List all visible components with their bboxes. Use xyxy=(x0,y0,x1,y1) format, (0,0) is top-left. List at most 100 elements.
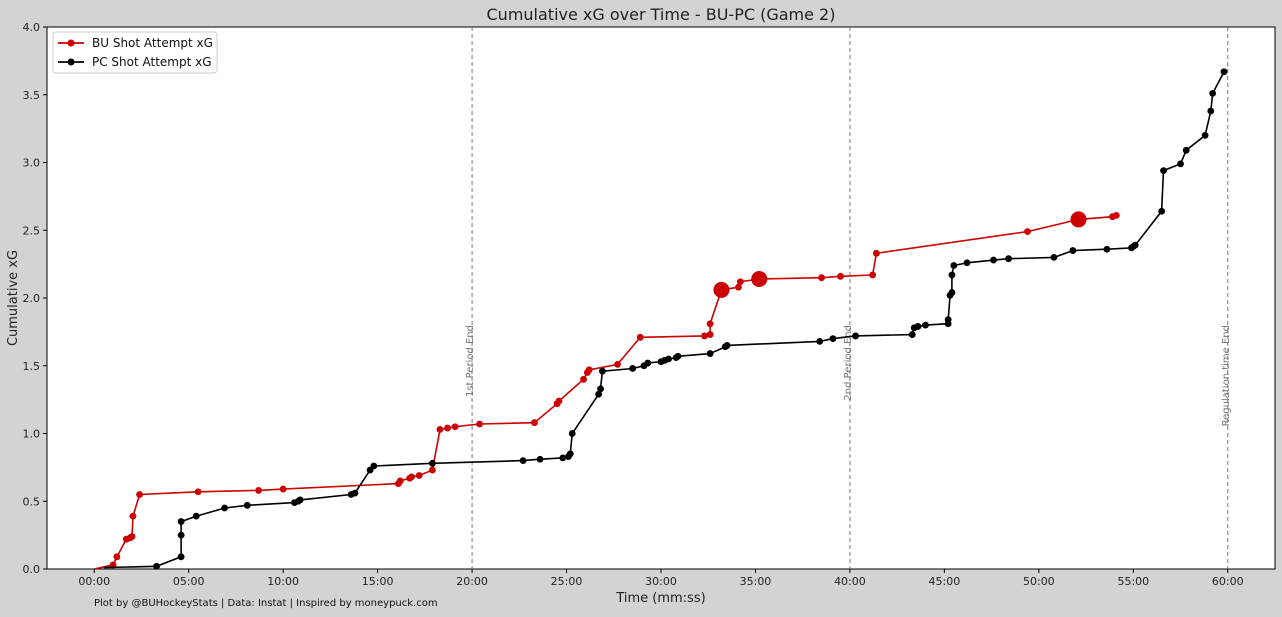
x-tick-label: 40:00 xyxy=(834,575,866,588)
goal-marker xyxy=(751,271,768,288)
y-tick-label: 1.5 xyxy=(23,360,41,373)
data-point xyxy=(829,335,837,343)
data-point xyxy=(1160,167,1167,175)
data-point xyxy=(869,271,876,279)
data-point xyxy=(908,331,916,338)
x-tick-label: 45:00 xyxy=(929,575,961,588)
data-point xyxy=(555,397,563,405)
data-point xyxy=(370,462,378,470)
data-point xyxy=(837,272,844,280)
data-point xyxy=(948,289,956,296)
y-tick-label: 2.0 xyxy=(23,292,41,305)
data-point xyxy=(1158,207,1166,215)
data-point xyxy=(177,553,185,561)
data-point xyxy=(674,352,682,360)
data-point xyxy=(128,533,136,540)
data-point xyxy=(1209,89,1217,97)
x-tick-label: 00:00 xyxy=(78,575,110,588)
data-point xyxy=(636,333,644,341)
data-point xyxy=(396,477,404,485)
data-point xyxy=(194,488,202,496)
data-point xyxy=(816,337,824,345)
data-point xyxy=(279,485,287,493)
data-point xyxy=(519,457,527,464)
y-tick-label: 2.5 xyxy=(23,224,41,237)
data-point xyxy=(566,450,574,458)
data-point xyxy=(153,562,160,570)
legend: BU Shot Attempt xG PC Shot Attempt xG xyxy=(52,31,218,74)
data-point xyxy=(113,553,121,561)
y-tick-label: 0.5 xyxy=(23,495,41,508)
x-axis-label: Time (mm:ss) xyxy=(615,591,705,606)
data-point xyxy=(451,423,459,431)
data-point xyxy=(568,430,576,437)
data-point xyxy=(614,360,621,368)
data-point xyxy=(818,274,825,282)
data-point xyxy=(531,419,538,427)
data-point xyxy=(599,367,606,375)
data-point xyxy=(990,256,997,264)
data-point xyxy=(963,259,971,267)
data-point xyxy=(950,262,958,269)
data-point xyxy=(948,271,956,279)
data-point xyxy=(351,489,359,497)
x-tick-label: 10:00 xyxy=(267,575,299,588)
data-point xyxy=(1220,68,1228,76)
data-point xyxy=(736,278,744,286)
period-label: 2nd Period End xyxy=(843,325,854,401)
data-point xyxy=(559,454,567,462)
data-point xyxy=(1177,160,1184,168)
data-point xyxy=(585,366,593,374)
y-tick-label: 3.5 xyxy=(23,89,41,102)
data-point xyxy=(735,283,742,291)
x-tick-label: 15:00 xyxy=(362,575,394,588)
data-point xyxy=(723,342,731,349)
y-tick-label: 4.0 xyxy=(23,21,41,34)
data-point xyxy=(192,512,200,520)
x-tick-label: 20:00 xyxy=(456,575,488,588)
data-point xyxy=(1050,253,1058,261)
data-point xyxy=(177,531,185,539)
data-point xyxy=(629,365,637,372)
data-point xyxy=(1131,241,1139,249)
y-axis-label: Cumulative xG xyxy=(6,250,21,346)
legend-label-bu: BU Shot Attempt xG xyxy=(92,36,213,50)
legend-marker-bu xyxy=(67,39,75,47)
data-point xyxy=(1182,146,1190,154)
legend-box xyxy=(52,31,218,74)
period-label: 1st Period End xyxy=(465,325,476,397)
data-point xyxy=(444,424,451,432)
data-point xyxy=(706,331,714,338)
goal-marker xyxy=(1070,211,1087,228)
period-label: Regulation time End xyxy=(1221,325,1232,426)
goal-marker xyxy=(713,281,730,298)
data-point xyxy=(922,321,929,329)
x-tick-label: 35:00 xyxy=(740,575,772,588)
data-point xyxy=(595,390,603,398)
data-point xyxy=(429,459,436,467)
series-line xyxy=(94,214,1117,570)
data-point xyxy=(429,466,436,474)
y-tick-label: 3.0 xyxy=(23,157,41,170)
data-point xyxy=(1112,211,1120,219)
data-point xyxy=(476,420,484,428)
x-tick-label: 25:00 xyxy=(551,575,583,588)
data-point xyxy=(706,320,714,328)
legend-label-pc: PC Shot Attempt xG xyxy=(92,55,212,69)
data-point xyxy=(644,359,652,367)
data-point xyxy=(255,487,262,494)
data-point xyxy=(597,385,604,393)
data-point xyxy=(944,316,952,324)
data-point xyxy=(872,249,880,257)
data-point xyxy=(1005,255,1013,263)
data-point xyxy=(136,491,143,498)
data-point xyxy=(536,455,544,463)
data-point xyxy=(580,375,587,383)
data-point xyxy=(221,504,228,512)
data-point xyxy=(243,501,251,509)
chart-title: Cumulative xG over Time - BU-PC (Game 2) xyxy=(487,5,836,24)
plot-area xyxy=(46,26,1276,570)
data-point xyxy=(1024,228,1031,236)
data-point xyxy=(408,473,416,481)
